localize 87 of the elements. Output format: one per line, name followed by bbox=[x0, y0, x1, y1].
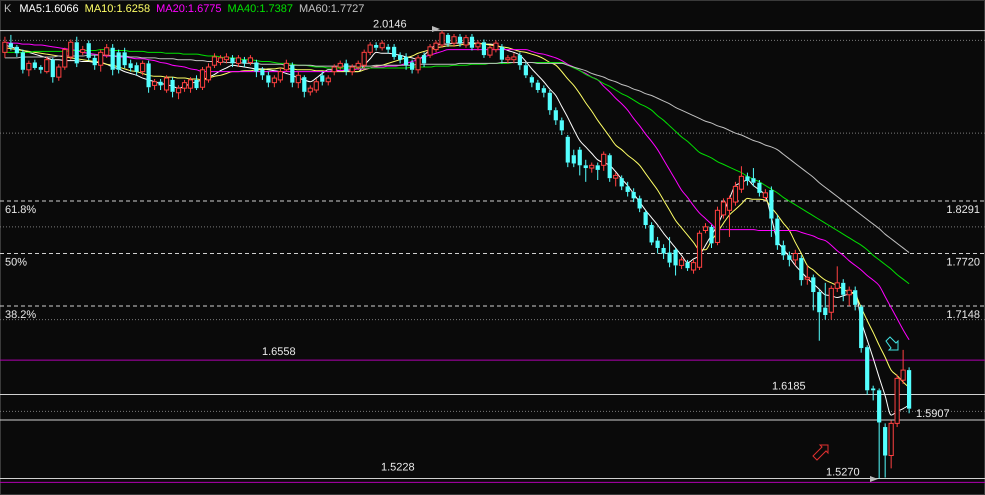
candlestick bbox=[86, 40, 91, 62]
candlestick bbox=[14, 44, 19, 58]
candlestick bbox=[638, 195, 642, 213]
text: MA20:1.6775 bbox=[156, 3, 222, 15]
candlestick bbox=[134, 62, 139, 76]
candlestick bbox=[548, 90, 552, 116]
candlestick bbox=[709, 224, 714, 248]
candlestick bbox=[92, 54, 97, 70]
text: MA10:1.6258 bbox=[84, 3, 150, 15]
ref-line-label: 1.6558 bbox=[262, 346, 296, 358]
candlestick bbox=[344, 59, 348, 76]
candlestick bbox=[787, 251, 792, 267]
candlestick bbox=[775, 214, 780, 250]
candlestick bbox=[320, 71, 324, 86]
candlestick bbox=[170, 76, 175, 98]
candlestick bbox=[146, 60, 151, 94]
ref-line-label: 1.7720 bbox=[946, 256, 980, 268]
ref-line-label: 1.5907 bbox=[916, 408, 950, 420]
candlestick bbox=[404, 52, 408, 70]
candlestick bbox=[804, 264, 810, 286]
candlestick bbox=[398, 52, 402, 64]
candlestick bbox=[482, 38, 486, 58]
text: MA40:1.7387 bbox=[228, 3, 293, 15]
ref-line-label: 2.0146 bbox=[373, 18, 407, 31]
ref-line-label: 1.5228 bbox=[381, 461, 415, 474]
candlestick bbox=[799, 254, 804, 286]
candlestick bbox=[853, 286, 858, 311]
candlestick bbox=[661, 244, 666, 260]
candlestick bbox=[745, 172, 750, 186]
candlestick bbox=[194, 74, 199, 90]
candlestick bbox=[518, 52, 522, 70]
candlestick bbox=[290, 62, 294, 88]
candlestick bbox=[757, 180, 762, 198]
ref-line-label: 1.5270 bbox=[826, 466, 860, 478]
candlestick bbox=[374, 42, 378, 52]
candlestick bbox=[667, 236, 672, 268]
candlestick bbox=[242, 56, 247, 68]
candlestick bbox=[650, 222, 654, 246]
candlestick bbox=[626, 181, 630, 198]
candlestick bbox=[584, 159, 588, 182]
candlestick bbox=[140, 60, 146, 76]
candlestick bbox=[158, 78, 163, 90]
legend-title: K bbox=[4, 3, 12, 15]
candlestick bbox=[673, 247, 678, 276]
candlestick bbox=[632, 188, 636, 203]
candlestick bbox=[422, 52, 426, 68]
candlestick bbox=[883, 422, 888, 478]
candlestick bbox=[751, 168, 756, 187]
candlestick bbox=[554, 106, 558, 126]
candlestick bbox=[702, 222, 708, 234]
text: MA5:1.6066 bbox=[19, 3, 79, 15]
annotation: 50% bbox=[5, 256, 28, 268]
annotation: 38.2% bbox=[5, 309, 36, 321]
candlestick bbox=[560, 117, 564, 136]
candlestick bbox=[74, 36, 79, 68]
candlestick bbox=[620, 174, 624, 191]
candlestick bbox=[613, 172, 618, 187]
candlestick bbox=[470, 33, 474, 52]
candlestick bbox=[296, 71, 301, 89]
candlestick bbox=[500, 44, 504, 64]
candlestick bbox=[596, 162, 600, 180]
candlestick bbox=[260, 66, 264, 80]
candlestick bbox=[907, 366, 912, 414]
candlestick bbox=[769, 186, 774, 238]
ref-line-label: 1.8291 bbox=[946, 204, 980, 216]
text: MA60:1.7727 bbox=[298, 3, 364, 15]
candlestick bbox=[392, 44, 396, 60]
candlestick bbox=[601, 151, 606, 172]
candlestick bbox=[811, 274, 816, 311]
candlestick bbox=[685, 259, 690, 272]
candlestick bbox=[410, 59, 414, 74]
ref-line-label: 1.6185 bbox=[772, 380, 806, 392]
candlestick bbox=[254, 59, 258, 78]
candlestick bbox=[230, 54, 235, 68]
candlestick bbox=[781, 240, 786, 260]
candlestick bbox=[2, 36, 8, 58]
candlestick bbox=[524, 62, 528, 79]
candlestick bbox=[8, 34, 13, 52]
candlestick bbox=[446, 32, 450, 48]
candlestick bbox=[266, 71, 270, 88]
candlestick bbox=[458, 33, 462, 48]
candlestick bbox=[877, 388, 882, 479]
candlestick bbox=[20, 49, 25, 74]
candlestick bbox=[656, 236, 660, 254]
annotation: 61.8% bbox=[5, 204, 36, 216]
ref-line-label: 1.7148 bbox=[946, 309, 980, 321]
candlestick bbox=[841, 278, 846, 302]
